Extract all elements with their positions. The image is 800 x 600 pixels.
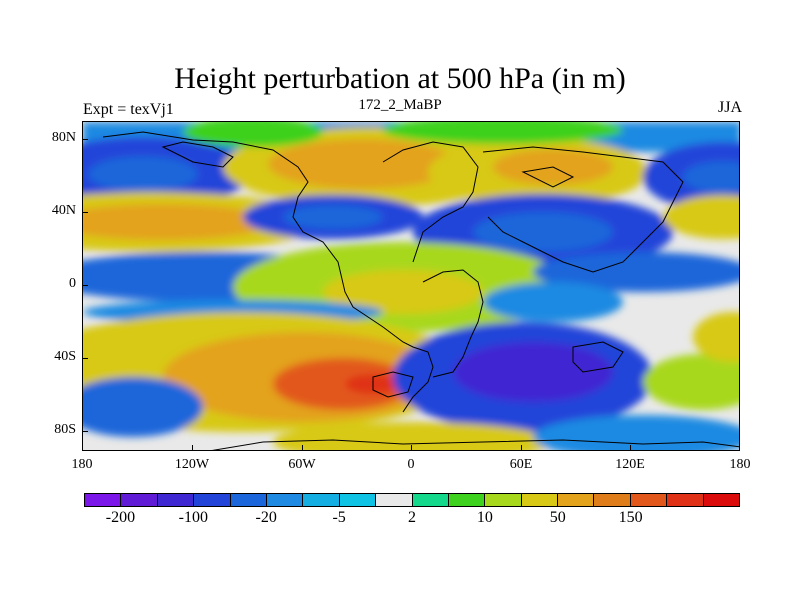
tick [192, 445, 193, 451]
colorbar-box [339, 494, 377, 506]
colorbar-box [703, 494, 740, 506]
colorbar-box [266, 494, 304, 506]
colorbar-label: -5 [332, 509, 346, 526]
colorbar-box [485, 494, 522, 506]
tick [630, 445, 631, 451]
tick [82, 285, 88, 286]
colorbar-label: 150 [618, 509, 643, 526]
case-label: 172_2_MaBP [358, 97, 442, 113]
map-panel [82, 121, 740, 451]
colorbar-label: 50 [549, 509, 566, 526]
tick [82, 212, 88, 213]
lon-label-0: 0 [407, 457, 415, 472]
colorbar-box [558, 494, 595, 506]
contour-map [83, 122, 739, 450]
height-field [83, 122, 739, 450]
colorbar-box [521, 494, 559, 506]
colorbar-label: -100 [178, 509, 208, 526]
experiment-label: Expt = texVj1 [83, 101, 174, 118]
colorbar-box [667, 494, 704, 506]
lon-label-60w: 60W [288, 457, 316, 472]
colorbar-label: 10 [476, 509, 493, 526]
tick [82, 139, 88, 140]
colorbar-box [85, 494, 122, 506]
tick [82, 431, 88, 432]
colorbar-box [194, 494, 231, 506]
lon-label-120e: 120E [615, 457, 645, 472]
colorbar-box [303, 494, 340, 506]
tick [521, 445, 522, 451]
plot-title: Height perturbation at 500 hPa (in m) [174, 62, 626, 95]
lat-label-eq: 0 [69, 276, 76, 291]
lat-label-40n: 40N [51, 203, 76, 218]
colorbar-box [121, 494, 158, 506]
colorbar-box [630, 494, 668, 506]
colorbar-box [412, 494, 449, 506]
colorbar-box [230, 494, 267, 506]
coastlines [102, 131, 739, 450]
tick [82, 358, 88, 359]
season-label: JJA [717, 99, 742, 116]
lon-label-60e: 60E [509, 457, 533, 472]
lon-label-120w: 120W [174, 457, 210, 472]
tick [302, 445, 303, 451]
colorbar-box [594, 494, 631, 506]
lon-label-180w: 180 [71, 457, 93, 472]
colorbar-box [448, 494, 486, 506]
lat-label-80n: 80N [51, 130, 76, 145]
colorbar [84, 493, 740, 507]
colorbar-label: 2 [408, 509, 416, 526]
lat-label-80s: 80S [54, 422, 76, 437]
tick [411, 445, 412, 451]
colorbar-label: -20 [255, 509, 277, 526]
lat-label-40s: 40S [54, 349, 76, 364]
lon-label-180e: 180 [729, 457, 751, 472]
colorbar-box [157, 494, 195, 506]
colorbar-label: -200 [105, 509, 136, 526]
colorbar-box [376, 494, 413, 506]
